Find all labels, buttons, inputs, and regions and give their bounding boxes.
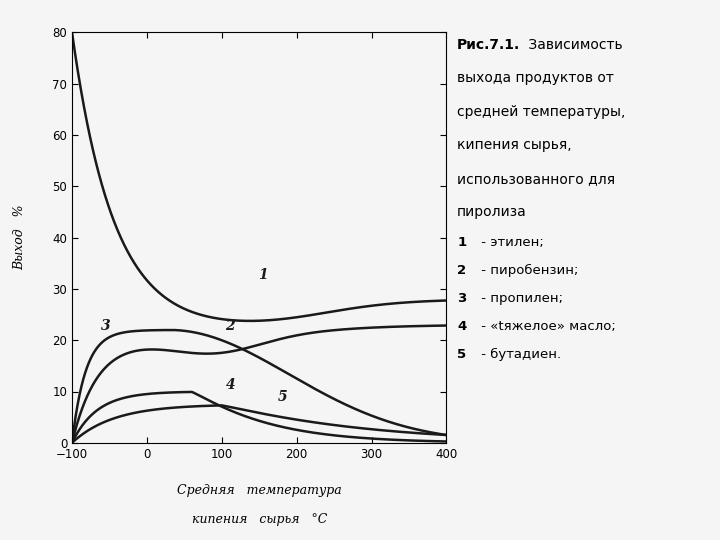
Text: 2: 2	[457, 264, 467, 277]
Text: Средняя   температура: Средняя температура	[177, 484, 341, 497]
Text: 3: 3	[101, 319, 110, 333]
Text: использованного для: использованного для	[457, 172, 616, 186]
Text: 4: 4	[457, 320, 467, 333]
Text: 4: 4	[225, 378, 235, 392]
Text: 2: 2	[225, 319, 235, 333]
Text: 3: 3	[457, 292, 467, 305]
Text: кипения   сырья   °С: кипения сырья °С	[192, 512, 327, 525]
Text: - пиробензин;: - пиробензин;	[477, 264, 579, 277]
Text: - «tяжелое» масло;: - «tяжелое» масло;	[477, 320, 616, 333]
Text: пиролиза: пиролиза	[457, 205, 527, 219]
Text: 5: 5	[278, 390, 287, 404]
Text: Рис.7.1.: Рис.7.1.	[457, 38, 521, 52]
Text: - пропилен;: - пропилен;	[477, 292, 563, 305]
Text: 1: 1	[258, 268, 267, 282]
Text: кипения сырья,: кипения сырья,	[457, 138, 572, 152]
Text: средней температуры,: средней температуры,	[457, 105, 626, 119]
Text: 1: 1	[457, 236, 467, 249]
Text: выхода продуктов от: выхода продуктов от	[457, 71, 614, 85]
Text: - этилен;: - этилен;	[477, 236, 544, 249]
Text: 5: 5	[457, 348, 467, 361]
Text: Выход   %: Выход %	[13, 205, 26, 271]
Text: Зависимость: Зависимость	[524, 38, 623, 52]
Text: - бутадиен.: - бутадиен.	[477, 348, 562, 361]
